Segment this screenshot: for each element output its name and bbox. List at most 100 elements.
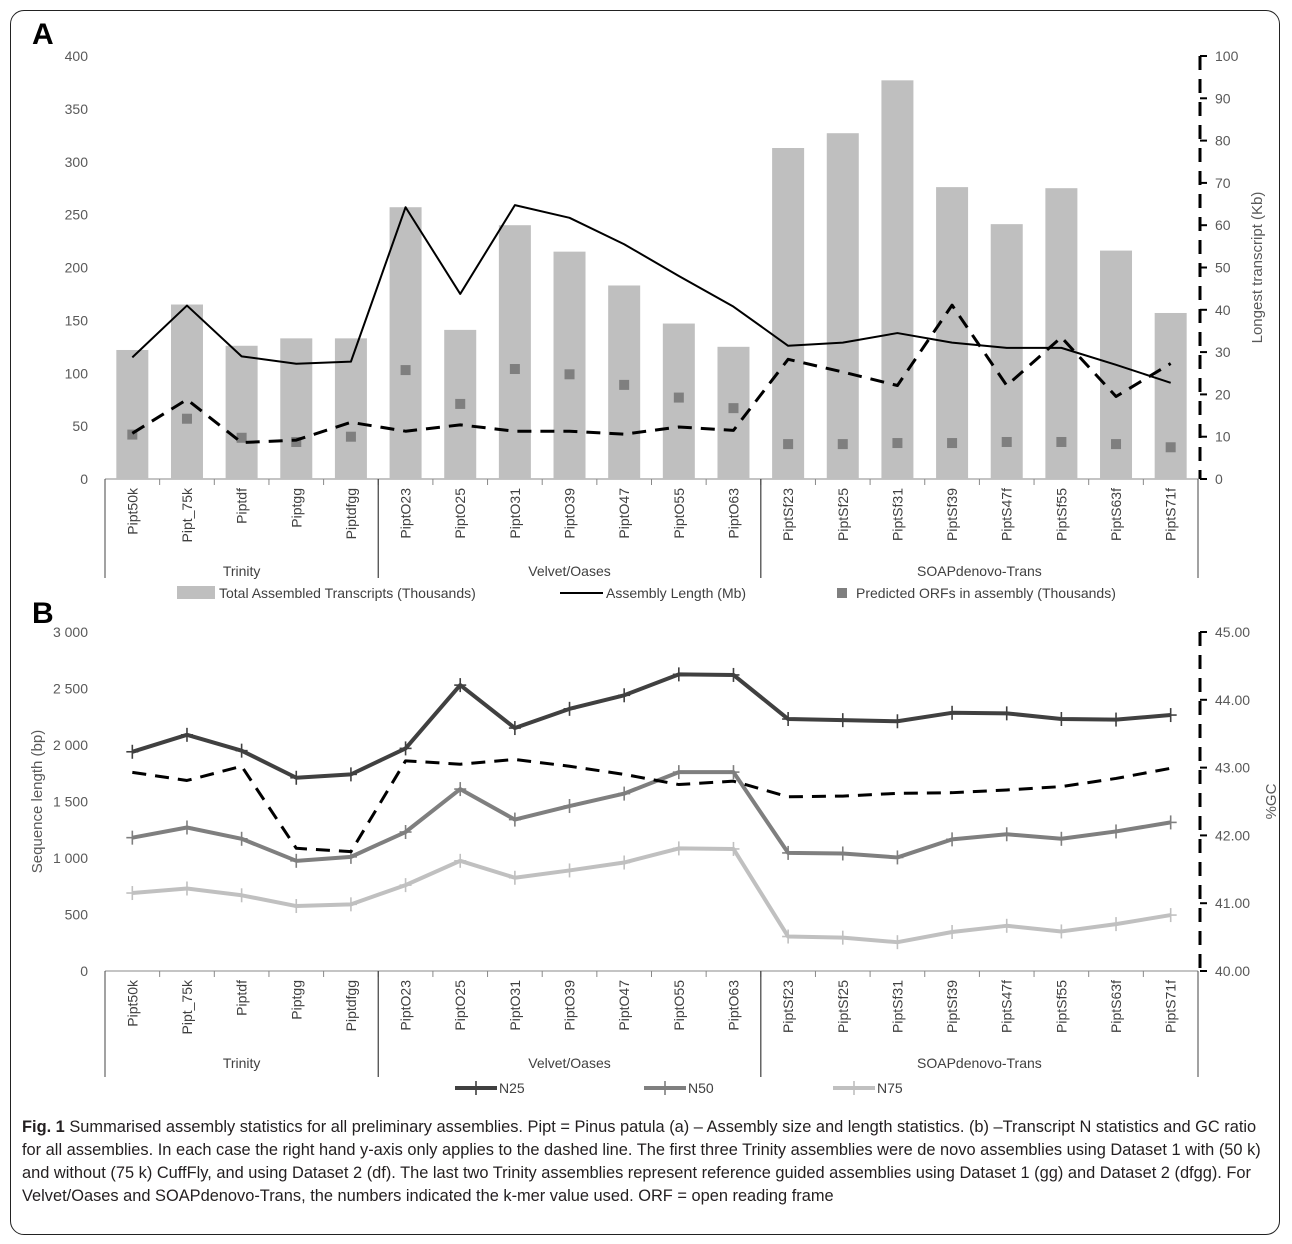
legend-swatch-bars bbox=[177, 586, 215, 599]
right-tick-label: 30 bbox=[1215, 344, 1231, 360]
left-tick-label: 2 500 bbox=[53, 681, 88, 697]
right-tick-label: 42.00 bbox=[1215, 827, 1250, 843]
marker-predicted-orfs bbox=[291, 436, 302, 447]
marker-predicted-orfs bbox=[400, 365, 411, 376]
right-tick-label: 0 bbox=[1215, 471, 1223, 487]
right-tick-label: 90 bbox=[1215, 90, 1231, 106]
left-tick-label: 250 bbox=[65, 207, 89, 223]
right-tick-label: 20 bbox=[1215, 386, 1231, 402]
marker-predicted-orfs bbox=[1056, 436, 1067, 447]
left-tick-label: 3 000 bbox=[53, 624, 88, 640]
category-tick-label: Piptdfgg bbox=[343, 980, 359, 1031]
figure-frame bbox=[10, 10, 1280, 1235]
line-n25 bbox=[131, 672, 1171, 780]
dashed-line-right-axis bbox=[132, 757, 1171, 854]
bar-total-transcripts bbox=[1045, 188, 1078, 479]
bar-total-transcripts bbox=[225, 345, 258, 479]
legend-swatch-marker bbox=[837, 588, 847, 598]
right-tick-label: 40.00 bbox=[1215, 963, 1250, 979]
legend-label: Assembly Length (Mb) bbox=[606, 585, 746, 601]
group-label: Velvet/Oases bbox=[528, 1055, 611, 1071]
right-tick-label: 10 bbox=[1215, 429, 1231, 445]
line-n75 bbox=[132, 846, 1172, 945]
right-tick-label: 70 bbox=[1215, 175, 1231, 191]
category-tick-label: Pipt_75k bbox=[179, 487, 195, 542]
bar-total-transcripts bbox=[881, 80, 914, 479]
category-tick-label: PiptSf23 bbox=[780, 488, 796, 541]
bar-total-transcripts bbox=[990, 224, 1023, 479]
category-tick-label: PiptSf31 bbox=[889, 980, 905, 1033]
right-tick-label: 45.00 bbox=[1215, 624, 1250, 640]
category-tick-label: PiptO47 bbox=[616, 488, 632, 539]
marker-predicted-orfs bbox=[1111, 439, 1122, 450]
marker-predicted-orfs bbox=[564, 369, 575, 380]
category-tick-label: PiptO25 bbox=[452, 488, 468, 539]
category-tick-label: PiptO55 bbox=[671, 980, 687, 1031]
bar-total-transcripts bbox=[116, 349, 149, 479]
category-tick-label: PiptO25 bbox=[452, 980, 468, 1031]
group-label: Velvet/Oases bbox=[528, 563, 611, 579]
category-tick-label: PiptO39 bbox=[562, 488, 578, 539]
marker-predicted-orfs bbox=[345, 431, 356, 442]
category-tick-label: PiptO47 bbox=[616, 980, 632, 1031]
left-tick-label: 1 000 bbox=[53, 850, 88, 866]
caption-text: Summarised assembly statistics for all p… bbox=[22, 1118, 1261, 1205]
left-tick-label: 500 bbox=[65, 907, 89, 923]
legend-label: N50 bbox=[688, 1080, 714, 1096]
category-tick-label: Piptgg bbox=[288, 980, 304, 1020]
category-tick-label: PiptS63f bbox=[1108, 488, 1124, 541]
left-axis-title: Sequence length (bp) bbox=[29, 730, 46, 873]
group-label: SOAPdenovo-Trans bbox=[917, 1055, 1042, 1071]
panel-label-b: B bbox=[32, 597, 54, 630]
bar-total-transcripts bbox=[772, 148, 805, 479]
marker-predicted-orfs bbox=[673, 392, 684, 403]
category-tick-label: PiptSf23 bbox=[780, 980, 796, 1033]
category-tick-label: PiptO63 bbox=[725, 980, 741, 1031]
marker-predicted-orfs bbox=[783, 439, 794, 450]
marker-predicted-orfs bbox=[1001, 436, 1012, 447]
panel-label-a: A bbox=[32, 18, 54, 51]
category-tick-label: Pipt50k bbox=[124, 487, 140, 535]
caption-fig-label: Fig. 1 bbox=[22, 1118, 65, 1136]
category-tick-label: PiptS71f bbox=[1163, 980, 1179, 1033]
category-tick-label: PiptSf31 bbox=[889, 488, 905, 541]
right-axis-title: Longest transcript (Kb) bbox=[1249, 192, 1266, 344]
bar-total-transcripts bbox=[498, 225, 531, 479]
line-n50 bbox=[131, 770, 1172, 863]
category-tick-label: PiptO55 bbox=[671, 488, 687, 539]
line-assembly-length-mb- bbox=[131, 204, 1171, 384]
group-label: SOAPdenovo-Trans bbox=[917, 563, 1042, 579]
marker-predicted-orfs bbox=[455, 398, 466, 409]
marker-predicted-orfs bbox=[947, 438, 958, 449]
category-tick-label: PiptS71f bbox=[1163, 488, 1179, 541]
figure-caption: Fig. 1 Summarised assembly statistics fo… bbox=[22, 1116, 1278, 1208]
category-tick-label: PiptO39 bbox=[562, 980, 578, 1031]
right-tick-label: 60 bbox=[1215, 217, 1231, 233]
left-tick-label: 1 500 bbox=[53, 794, 88, 810]
left-tick-label: 350 bbox=[65, 101, 89, 117]
category-tick-label: Piptdfgg bbox=[343, 488, 359, 539]
category-tick-label: PiptO63 bbox=[725, 488, 741, 539]
legend-label: N75 bbox=[877, 1080, 903, 1096]
bar-total-transcripts bbox=[170, 304, 203, 479]
bar-total-transcripts bbox=[389, 207, 422, 479]
left-tick-label: 300 bbox=[65, 154, 89, 170]
right-axis-title: %GC bbox=[1263, 783, 1280, 819]
marker-predicted-orfs bbox=[509, 364, 520, 375]
bar-total-transcripts bbox=[826, 133, 859, 479]
category-tick-label: PiptSf25 bbox=[835, 980, 851, 1033]
right-tick-label: 40 bbox=[1215, 302, 1231, 318]
left-tick-label: 100 bbox=[65, 365, 89, 381]
category-tick-label: PiptS47f bbox=[999, 980, 1015, 1033]
right-tick-label: 44.00 bbox=[1215, 692, 1250, 708]
left-tick-label: 50 bbox=[72, 418, 88, 434]
category-tick-label: Pipt_75k bbox=[179, 979, 195, 1034]
category-tick-label: PiptS47f bbox=[999, 488, 1015, 541]
bar-total-transcripts bbox=[936, 187, 969, 479]
category-tick-label: Piptgg bbox=[288, 488, 304, 528]
marker-predicted-orfs bbox=[892, 438, 903, 449]
legend-label: N25 bbox=[499, 1080, 525, 1096]
bar-total-transcripts bbox=[553, 251, 586, 479]
left-tick-label: 2 000 bbox=[53, 737, 88, 753]
